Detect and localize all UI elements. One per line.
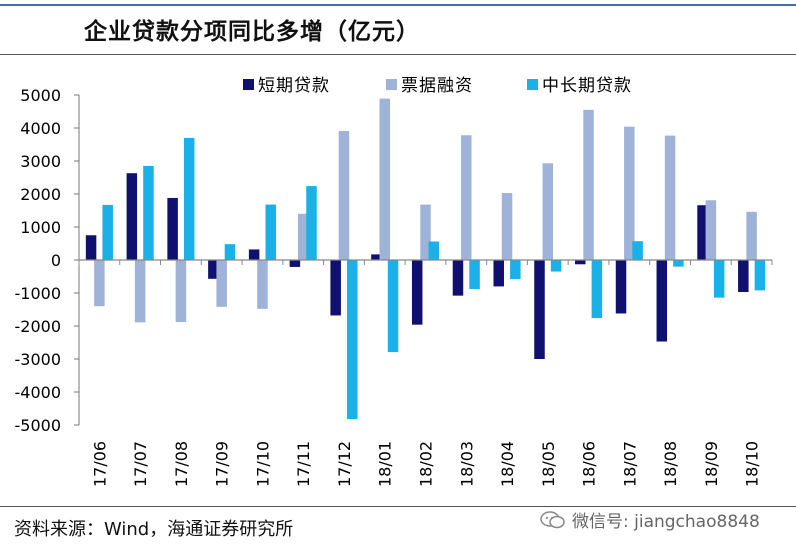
bar-series-3 bbox=[183, 137, 195, 260]
x-tick-label: 17/11 bbox=[294, 441, 313, 487]
bar-series-1 bbox=[85, 235, 97, 260]
x-tick-label: 17/10 bbox=[253, 441, 272, 487]
bar-series-3 bbox=[510, 260, 521, 280]
bar-series-3 bbox=[265, 204, 276, 260]
y-tick-label: 4000 bbox=[20, 119, 61, 138]
legend-swatch bbox=[527, 79, 538, 90]
x-tick-label: 18/09 bbox=[702, 441, 721, 487]
bar-series-2 bbox=[583, 109, 594, 260]
bar-series-1 bbox=[126, 173, 138, 260]
bar-series-1 bbox=[615, 260, 627, 314]
x-tick-label: 18/10 bbox=[743, 441, 762, 487]
wechat-watermark: 微信号: jiangchao8848 bbox=[540, 507, 760, 532]
bar-series-3 bbox=[387, 260, 399, 353]
legend-label: 中长期贷款 bbox=[542, 76, 632, 96]
legend-swatch bbox=[386, 79, 397, 90]
bar-series-3 bbox=[224, 244, 236, 260]
bar-series-3 bbox=[550, 260, 562, 272]
bar-series-1 bbox=[575, 260, 586, 265]
bar-series-1 bbox=[167, 197, 178, 260]
x-tick-label: 18/07 bbox=[620, 441, 639, 487]
y-tick-label: -2000 bbox=[15, 317, 62, 336]
x-tick-label: 18/05 bbox=[539, 441, 558, 487]
x-tick-label: 17/09 bbox=[213, 441, 232, 487]
bar-series-1 bbox=[248, 249, 260, 260]
bar-series-1 bbox=[656, 260, 668, 342]
footer-divider bbox=[0, 506, 796, 507]
x-tick-label: 17/07 bbox=[131, 441, 150, 487]
y-tick-label: 3000 bbox=[20, 152, 61, 171]
bar-series-2 bbox=[501, 193, 513, 260]
bar-series-3 bbox=[469, 260, 480, 290]
bar-series-2 bbox=[175, 260, 187, 323]
bar-series-2 bbox=[94, 260, 105, 307]
legend-label: 票据融资 bbox=[401, 76, 473, 96]
y-tick-label: 1000 bbox=[20, 218, 61, 237]
bar-series-1 bbox=[452, 260, 464, 296]
bar-series-2 bbox=[338, 130, 350, 260]
y-tick-label: 5000 bbox=[20, 86, 61, 105]
bar-series-2 bbox=[379, 98, 390, 260]
x-tick-label: 17/06 bbox=[90, 441, 109, 487]
y-tick-label: -1000 bbox=[15, 284, 62, 303]
legend-swatch bbox=[243, 79, 254, 90]
y-tick-label: -4000 bbox=[15, 383, 62, 402]
y-tick-label: -3000 bbox=[15, 350, 62, 369]
bar-series-1 bbox=[371, 254, 382, 260]
x-tick-label: 18/06 bbox=[580, 441, 599, 487]
bar-series-3 bbox=[428, 241, 440, 260]
bar-series-3 bbox=[306, 186, 317, 260]
x-tick-label: 18/03 bbox=[457, 441, 476, 487]
bar-series-3 bbox=[591, 260, 603, 319]
bar-series-2 bbox=[461, 135, 472, 260]
x-tick-label: 17/08 bbox=[172, 441, 191, 487]
legend-label: 短期贷款 bbox=[258, 76, 330, 96]
bar-series-1 bbox=[697, 205, 708, 260]
y-tick-label: -5000 bbox=[15, 416, 62, 435]
bar-series-2 bbox=[542, 163, 554, 260]
bar-series-1 bbox=[289, 260, 301, 267]
bar-series-2 bbox=[624, 126, 635, 261]
source-note: 资料来源：Wind，海通证券研究所 bbox=[14, 519, 294, 540]
bar-series-2 bbox=[257, 260, 268, 309]
y-tick-label: 0 bbox=[51, 251, 61, 270]
bar-series-3 bbox=[713, 260, 725, 298]
bar-series-2 bbox=[420, 204, 431, 260]
bar-series-3 bbox=[143, 165, 154, 260]
bar-series-2 bbox=[705, 200, 717, 260]
bar-series-1 bbox=[534, 260, 545, 359]
bar-series-1 bbox=[738, 260, 749, 293]
top-rule bbox=[0, 4, 796, 6]
bar-series-1 bbox=[330, 260, 341, 316]
bar-series-3 bbox=[754, 260, 766, 291]
x-tick-label: 17/12 bbox=[335, 441, 354, 487]
wechat-icon bbox=[540, 510, 565, 528]
bar-series-1 bbox=[208, 260, 219, 279]
bar-series-1 bbox=[411, 260, 423, 325]
bar-series-3 bbox=[347, 260, 358, 420]
bar-series-2 bbox=[746, 211, 757, 260]
x-tick-label: 18/02 bbox=[417, 441, 436, 487]
watermark-text: 微信号: jiangchao8848 bbox=[572, 512, 760, 532]
x-tick-label: 18/08 bbox=[661, 441, 680, 487]
bar-series-3 bbox=[673, 260, 684, 267]
bar-series-2 bbox=[297, 213, 309, 260]
x-tick-label: 18/01 bbox=[376, 441, 395, 487]
bar-series-2 bbox=[216, 260, 227, 307]
x-tick-label: 18/04 bbox=[498, 441, 517, 487]
bar-series-1 bbox=[493, 260, 504, 287]
title-divider bbox=[0, 54, 796, 55]
bar-series-3 bbox=[102, 204, 113, 260]
y-tick-label: 2000 bbox=[20, 185, 61, 204]
bar-series-2 bbox=[664, 135, 676, 260]
bar-series-2 bbox=[134, 260, 146, 323]
bar-series-3 bbox=[632, 241, 643, 260]
chart-title: 企业贷款分项同比多增（亿元） bbox=[84, 19, 420, 45]
